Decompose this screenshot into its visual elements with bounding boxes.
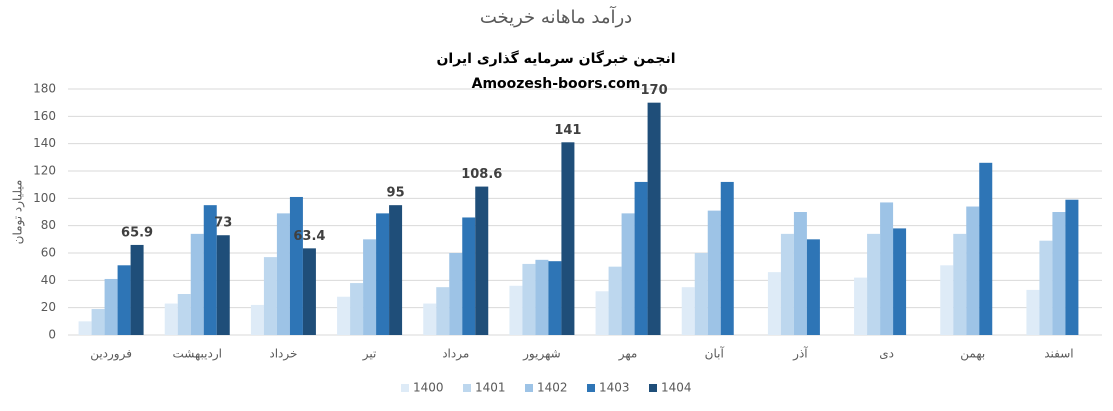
bar xyxy=(104,278,118,335)
bar xyxy=(854,277,868,335)
bar xyxy=(1052,212,1066,335)
legend-swatch xyxy=(587,384,595,392)
bar xyxy=(767,272,781,335)
bar xyxy=(1065,199,1079,335)
bar xyxy=(694,253,708,335)
legend-label: 1400 xyxy=(413,381,444,395)
bar xyxy=(953,233,967,335)
bar xyxy=(449,253,463,335)
bar xyxy=(302,248,316,335)
bar xyxy=(780,233,794,335)
x-tick-label: بهمن xyxy=(960,347,985,362)
data-label: 95 xyxy=(387,186,405,201)
y-tick-label: 60 xyxy=(41,246,56,260)
x-tick-label: دی xyxy=(879,347,894,361)
y-tick-label: 180 xyxy=(33,82,56,96)
x-tick-label: تیر xyxy=(362,347,377,362)
bar xyxy=(475,186,489,335)
bar xyxy=(389,205,403,335)
bar xyxy=(350,283,364,335)
bar xyxy=(1039,240,1053,335)
bar xyxy=(250,304,264,335)
chart-title: درآمد ماهانه خریخت xyxy=(480,5,632,28)
bar xyxy=(462,217,476,335)
bar xyxy=(535,259,549,335)
bar xyxy=(190,233,204,335)
data-label: 63.4 xyxy=(293,229,325,244)
bar xyxy=(130,244,144,335)
y-tick-label: 40 xyxy=(41,273,56,287)
bar xyxy=(681,287,695,335)
bar xyxy=(376,213,390,335)
bar xyxy=(203,205,217,335)
bar xyxy=(423,303,437,335)
legend-label: 1404 xyxy=(661,381,692,395)
x-tick-label: آبان xyxy=(705,346,725,361)
x-tick-label: اردیبهشت xyxy=(173,347,222,362)
bar xyxy=(720,181,734,335)
y-tick-label: 140 xyxy=(33,136,56,150)
bar xyxy=(979,162,993,335)
bar xyxy=(561,142,575,335)
bar xyxy=(177,294,191,335)
bar xyxy=(117,265,131,335)
bar xyxy=(793,212,807,335)
legend-label: 1401 xyxy=(475,381,506,395)
data-label: 170 xyxy=(641,83,668,98)
x-tick-label: خرداد xyxy=(269,347,297,362)
bar xyxy=(634,181,648,335)
bar xyxy=(647,102,661,336)
legend-label: 1403 xyxy=(599,381,630,395)
data-label: 73 xyxy=(214,216,232,231)
data-label: 141 xyxy=(554,123,581,138)
data-label: 108.6 xyxy=(461,167,502,182)
y-tick-label: 100 xyxy=(33,191,56,205)
bar xyxy=(509,285,523,335)
y-tick-label: 160 xyxy=(33,109,56,123)
x-tick-label: آذر xyxy=(792,346,808,362)
y-tick-label: 20 xyxy=(41,300,56,314)
bar xyxy=(164,303,178,335)
bar xyxy=(707,210,721,335)
legend-swatch xyxy=(525,384,533,392)
legend-label: 1402 xyxy=(537,381,568,395)
bar xyxy=(940,265,954,335)
bar xyxy=(608,266,622,335)
y-tick-label: 0 xyxy=(48,328,56,342)
bar xyxy=(966,206,980,335)
x-tick-label: اسفند xyxy=(1044,347,1073,361)
bar xyxy=(1026,289,1040,335)
bar xyxy=(363,239,377,335)
x-tick-label: مهر xyxy=(618,347,638,362)
annotation: انجمن خبرگان سرمایه گذاری ایران xyxy=(436,50,675,67)
bar xyxy=(880,202,894,335)
bar xyxy=(867,233,881,335)
data-label: 65.9 xyxy=(121,225,153,240)
y-tick-label: 120 xyxy=(33,164,56,178)
legend-swatch xyxy=(463,384,471,392)
bar xyxy=(91,309,105,335)
bar xyxy=(263,257,277,335)
bar xyxy=(276,213,290,335)
legend-swatch xyxy=(649,384,657,392)
bar xyxy=(436,287,450,335)
x-tick-label: شهریور xyxy=(522,347,561,362)
bar xyxy=(806,239,820,335)
bar xyxy=(337,296,351,335)
bar xyxy=(548,261,562,335)
bar xyxy=(522,263,536,335)
bar xyxy=(893,228,907,335)
bar xyxy=(78,321,92,335)
bar xyxy=(595,291,609,335)
y-tick-label: 80 xyxy=(41,218,56,232)
bar xyxy=(621,213,635,335)
x-tick-label: مرداد xyxy=(442,347,469,362)
bar xyxy=(289,196,303,335)
bar xyxy=(216,235,230,335)
legend-swatch xyxy=(401,384,409,392)
x-tick-label: فروردین xyxy=(90,347,132,362)
y-axis-label: میلیارد تومان xyxy=(11,180,26,245)
annotation: Amoozesh-boors.com xyxy=(472,76,641,92)
